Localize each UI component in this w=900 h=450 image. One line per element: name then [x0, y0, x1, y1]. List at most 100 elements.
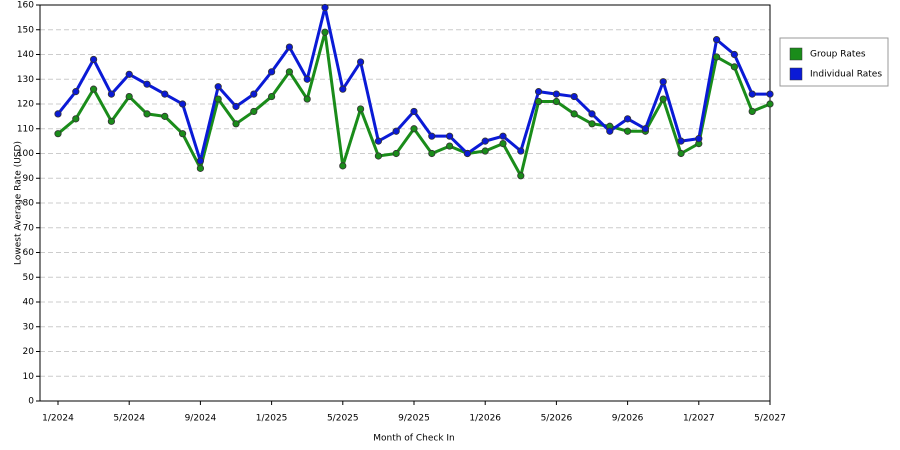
data-point: [677, 149, 685, 158]
data-point: [445, 142, 454, 150]
data-point: [588, 110, 596, 118]
data-point: [659, 95, 667, 103]
data-point: [107, 90, 116, 98]
x-tick-label: 9/2026: [612, 414, 644, 424]
data-point: [196, 164, 204, 172]
data-point: [730, 50, 739, 59]
y-tick-label: 50: [23, 273, 35, 283]
data-point: [54, 110, 62, 118]
data-point: [374, 152, 382, 160]
data-point: [72, 115, 80, 123]
data-point: [179, 100, 187, 108]
data-point: [339, 162, 347, 170]
data-point: [196, 157, 204, 165]
data-point: [463, 149, 471, 158]
x-tick-label: 9/2024: [185, 414, 217, 424]
data-point: [677, 137, 685, 145]
data-point: [445, 132, 454, 140]
legend-swatch: [789, 67, 803, 81]
data-point: [392, 149, 400, 158]
data-point: [623, 127, 632, 135]
x-tick-label: 1/2024: [42, 414, 74, 424]
data-point: [107, 117, 116, 125]
x-axis-label: Month of Check In: [373, 434, 455, 444]
data-point: [125, 70, 133, 78]
data-point: [267, 68, 276, 76]
data-point: [730, 63, 739, 71]
data-point: [232, 120, 240, 128]
y-tick-label: 60: [23, 248, 35, 258]
data-point: [552, 90, 561, 98]
data-point: [90, 85, 98, 93]
data-point: [214, 95, 222, 103]
data-point: [517, 172, 525, 180]
x-tick-label: 9/2025: [398, 414, 430, 424]
y-tick-label: 90: [23, 174, 35, 184]
data-point: [499, 132, 507, 140]
data-point: [712, 36, 721, 44]
data-point: [250, 90, 258, 98]
legend-label: Individual Rates: [810, 70, 882, 80]
data-point: [161, 90, 169, 98]
legend-swatch: [789, 47, 803, 61]
data-point: [232, 102, 240, 111]
data-point: [606, 127, 614, 135]
data-point: [392, 127, 400, 135]
data-point: [321, 28, 329, 36]
data-point: [659, 78, 667, 86]
data-point: [766, 90, 774, 98]
data-point: [125, 92, 133, 101]
data-point: [428, 132, 436, 140]
data-point: [374, 137, 382, 145]
data-point: [534, 88, 543, 96]
data-point: [410, 107, 418, 116]
x-tick-label: 5/2027: [754, 414, 786, 424]
data-point: [641, 125, 650, 133]
y-axis-label: Lowest Average Rate (USD): [14, 141, 24, 265]
y-tick-label: 80: [23, 199, 35, 209]
y-tick-label: 100: [17, 149, 34, 159]
y-tick-label: 0: [28, 397, 34, 407]
data-point: [428, 149, 436, 158]
data-point: [161, 112, 169, 120]
data-point: [321, 3, 329, 12]
legend-label: Group Rates: [810, 50, 866, 60]
y-tick-label: 110: [17, 124, 34, 134]
y-tick-label: 140: [17, 50, 34, 60]
x-tick-label: 1/2026: [469, 414, 501, 424]
data-point: [695, 135, 703, 143]
y-tick-label: 20: [23, 347, 35, 357]
x-tick-label: 1/2027: [683, 414, 715, 424]
data-point: [748, 107, 756, 116]
data-point: [570, 92, 578, 101]
data-point: [72, 88, 80, 96]
data-point: [179, 130, 187, 138]
data-point: [90, 55, 98, 64]
data-point: [143, 110, 151, 118]
data-point: [143, 80, 151, 88]
data-point: [748, 90, 756, 98]
x-tick-label: 5/2026: [541, 414, 573, 424]
data-point: [250, 107, 258, 116]
data-point: [267, 92, 276, 101]
data-point: [570, 110, 578, 118]
data-point: [285, 68, 293, 76]
x-tick-label: 5/2025: [327, 414, 359, 424]
data-point: [356, 58, 365, 66]
data-point: [214, 83, 222, 91]
y-tick-label: 30: [23, 322, 35, 332]
y-tick-label: 40: [23, 298, 35, 308]
y-tick-label: 120: [17, 100, 34, 110]
y-tick-label: 150: [17, 25, 34, 35]
x-tick-label: 5/2024: [113, 414, 145, 424]
data-point: [339, 85, 347, 93]
plot-frame: [39, 4, 771, 402]
y-tick-label: 160: [17, 1, 34, 11]
data-point: [552, 97, 561, 106]
data-point: [54, 130, 62, 138]
data-point: [517, 147, 525, 155]
y-tick-label: 10: [23, 372, 35, 382]
data-point: [623, 115, 632, 123]
data-point: [356, 105, 365, 113]
